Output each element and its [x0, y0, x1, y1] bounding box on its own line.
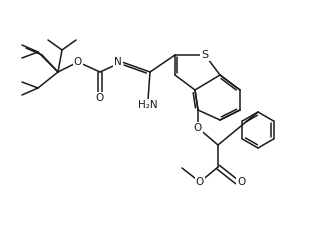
Text: O: O [96, 93, 104, 103]
Text: S: S [201, 50, 209, 60]
Text: O: O [237, 177, 245, 187]
Text: O: O [196, 177, 204, 187]
Text: H₂N: H₂N [138, 100, 158, 110]
Text: O: O [194, 123, 202, 133]
Text: O: O [74, 57, 82, 67]
Text: N: N [114, 57, 122, 67]
